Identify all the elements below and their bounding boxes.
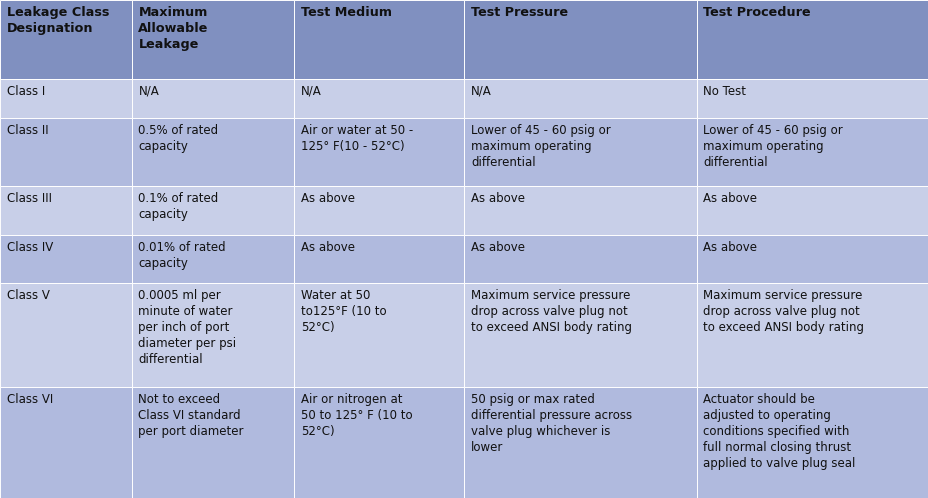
Bar	[464, 283, 696, 386]
Text: As above: As above	[702, 192, 756, 205]
Bar	[294, 235, 464, 283]
Text: 0.01% of rated
capacity: 0.01% of rated capacity	[138, 241, 226, 269]
Bar	[696, 118, 928, 186]
Text: N/A: N/A	[301, 85, 321, 98]
Text: Not to exceed
Class VI standard
per port diameter: Not to exceed Class VI standard per port…	[138, 392, 244, 438]
Bar	[132, 386, 294, 498]
Text: Maximum service pressure
drop across valve plug not
to exceed ANSI body rating: Maximum service pressure drop across val…	[702, 289, 863, 335]
Bar	[132, 118, 294, 186]
Bar	[294, 79, 464, 118]
Text: Water at 50
to125°F (10 to
52°C): Water at 50 to125°F (10 to 52°C)	[301, 289, 386, 335]
Text: N/A: N/A	[138, 85, 159, 98]
Text: Lower of 45 - 60 psig or
maximum operating
differential: Lower of 45 - 60 psig or maximum operati…	[470, 124, 610, 169]
Bar	[696, 386, 928, 498]
Bar	[0, 235, 132, 283]
Text: Air or nitrogen at
50 to 125° F (10 to
52°C): Air or nitrogen at 50 to 125° F (10 to 5…	[301, 392, 412, 438]
Text: Maximum
Allowable
Leakage: Maximum Allowable Leakage	[138, 6, 209, 51]
Text: As above: As above	[470, 192, 524, 205]
Bar	[0, 118, 132, 186]
Bar	[0, 0, 132, 79]
Bar	[464, 186, 696, 235]
Text: As above: As above	[470, 241, 524, 253]
Bar	[464, 79, 696, 118]
Bar	[696, 0, 928, 79]
Bar	[294, 118, 464, 186]
Bar	[132, 0, 294, 79]
Bar	[696, 186, 928, 235]
Text: 0.5% of rated
capacity: 0.5% of rated capacity	[138, 124, 218, 153]
Text: Class III: Class III	[6, 192, 51, 205]
Bar	[294, 386, 464, 498]
Bar	[294, 186, 464, 235]
Text: As above: As above	[702, 241, 756, 253]
Text: Class VI: Class VI	[6, 392, 53, 406]
Bar	[696, 79, 928, 118]
Bar	[464, 118, 696, 186]
Bar	[696, 235, 928, 283]
Bar	[132, 186, 294, 235]
Text: N/A: N/A	[470, 85, 491, 98]
Text: Test Medium: Test Medium	[301, 6, 392, 19]
Text: Class II: Class II	[6, 124, 48, 137]
Bar	[464, 386, 696, 498]
Bar	[464, 235, 696, 283]
Text: Test Procedure: Test Procedure	[702, 6, 810, 19]
Text: 50 psig or max rated
differential pressure across
valve plug whichever is
lower: 50 psig or max rated differential pressu…	[470, 392, 631, 454]
Text: Test Pressure: Test Pressure	[470, 6, 568, 19]
Bar	[0, 186, 132, 235]
Text: Class IV: Class IV	[6, 241, 53, 253]
Bar	[132, 79, 294, 118]
Text: Maximum service pressure
drop across valve plug not
to exceed ANSI body rating: Maximum service pressure drop across val…	[470, 289, 631, 335]
Bar	[294, 0, 464, 79]
Text: Class V: Class V	[6, 289, 49, 302]
Text: No Test: No Test	[702, 85, 745, 98]
Bar	[132, 283, 294, 386]
Text: 0.0005 ml per
minute of water
per inch of port
diameter per psi
differential: 0.0005 ml per minute of water per inch o…	[138, 289, 237, 367]
Text: Lower of 45 - 60 psig or
maximum operating
differential: Lower of 45 - 60 psig or maximum operati…	[702, 124, 842, 169]
Bar	[696, 283, 928, 386]
Bar	[132, 235, 294, 283]
Text: Class I: Class I	[6, 85, 45, 98]
Text: Leakage Class
Designation: Leakage Class Designation	[6, 6, 109, 35]
Bar	[464, 0, 696, 79]
Text: Actuator should be
adjusted to operating
conditions specified with
full normal c: Actuator should be adjusted to operating…	[702, 392, 855, 470]
Bar	[0, 386, 132, 498]
Text: 0.1% of rated
capacity: 0.1% of rated capacity	[138, 192, 218, 221]
Bar	[0, 79, 132, 118]
Text: As above: As above	[301, 241, 354, 253]
Bar	[0, 283, 132, 386]
Text: As above: As above	[301, 192, 354, 205]
Text: Air or water at 50 -
125° F(10 - 52°C): Air or water at 50 - 125° F(10 - 52°C)	[301, 124, 413, 153]
Bar	[294, 283, 464, 386]
